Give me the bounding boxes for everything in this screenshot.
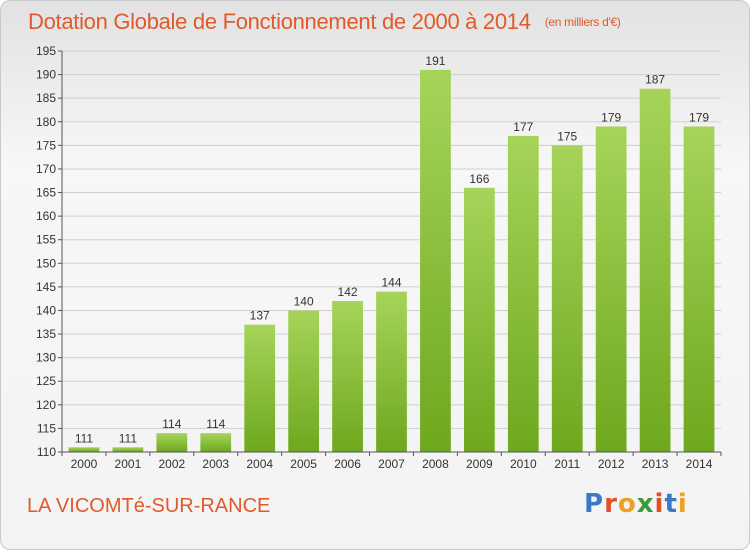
bar-value-label: 137 bbox=[250, 309, 270, 323]
logo-letter: i bbox=[677, 489, 688, 519]
bar-2004 bbox=[244, 324, 276, 452]
bar-value-label: 175 bbox=[557, 129, 577, 143]
bar-value-label: 114 bbox=[162, 417, 181, 431]
y-tick-label: 140 bbox=[36, 303, 56, 317]
bar-2002 bbox=[156, 433, 188, 452]
y-tick-label: 145 bbox=[36, 280, 56, 294]
bar-value-label: 144 bbox=[381, 276, 401, 290]
bar-value-label: 142 bbox=[338, 285, 358, 299]
y-axis: 110 115 120 125 130 135 140 145 150 155 160 165 170 1… bbox=[36, 44, 63, 459]
y-tick-label: 135 bbox=[36, 327, 56, 341]
bar-value-label: 140 bbox=[294, 294, 314, 308]
x-axis: 2000 2001 2002 2003 2004 2005 2006 2007 2008 2009… bbox=[61, 451, 722, 471]
logo-letter: r bbox=[604, 489, 618, 519]
x-tick-label: 2002 bbox=[158, 457, 185, 471]
x-tick-label: 2001 bbox=[115, 457, 142, 471]
logo-letter: i bbox=[654, 489, 665, 519]
y-tick-label: 160 bbox=[36, 209, 56, 223]
y-tick-label: 150 bbox=[36, 256, 56, 270]
proxiti-logo: Proxiti bbox=[584, 489, 688, 519]
logo-letter: x bbox=[636, 489, 655, 519]
bar-value-label: 166 bbox=[469, 172, 489, 186]
y-tick-label: 115 bbox=[37, 421, 56, 435]
y-tick-label: 165 bbox=[36, 186, 56, 200]
commune-name: LA VICOMTé-SUR-RANCE bbox=[27, 495, 271, 517]
y-tick-label: 155 bbox=[36, 233, 56, 247]
bar-2013 bbox=[639, 88, 671, 452]
chart-title-text: Dotation Globale de Fonctionnement de 20… bbox=[28, 9, 531, 34]
logo-letter: o bbox=[617, 489, 637, 519]
bar-2001 bbox=[112, 447, 144, 452]
bar-value-label: 111 bbox=[75, 431, 94, 445]
y-tick-label: 180 bbox=[36, 115, 56, 129]
logo-letter: t bbox=[664, 489, 678, 519]
y-tick-label: 110 bbox=[37, 445, 56, 459]
bar-value-label: 114 bbox=[206, 417, 225, 431]
bar-value-label: 187 bbox=[645, 73, 665, 87]
bar-2007 bbox=[376, 291, 407, 452]
y-tick-label: 170 bbox=[36, 162, 56, 176]
x-tick-label: 2011 bbox=[554, 457, 580, 471]
bars: 111 111 114 114 137 140 142 144 191 166 177 175 179 1… bbox=[68, 54, 715, 452]
bar-2000 bbox=[68, 447, 100, 452]
y-tick-label: 190 bbox=[36, 68, 56, 82]
x-tick-label: 2012 bbox=[598, 457, 625, 471]
y-tick-label: 185 bbox=[36, 91, 56, 105]
x-tick-label: 2014 bbox=[686, 457, 713, 471]
x-tick-label: 2000 bbox=[71, 457, 98, 471]
y-tick-label: 125 bbox=[36, 374, 56, 388]
bar-2003 bbox=[200, 433, 232, 452]
bar-2005 bbox=[288, 310, 320, 452]
chart-title: Dotation Globale de Fonctionnement de 20… bbox=[28, 9, 621, 35]
bar-value-label: 179 bbox=[689, 110, 709, 124]
x-tick-label: 2003 bbox=[202, 457, 229, 471]
bar-2010 bbox=[507, 135, 539, 452]
x-tick-label: 2009 bbox=[466, 457, 493, 471]
x-tick-label: 2013 bbox=[642, 457, 669, 471]
y-tick-label: 130 bbox=[36, 351, 56, 365]
x-tick-label: 2006 bbox=[334, 457, 361, 471]
y-tick-label: 195 bbox=[36, 44, 56, 58]
bar-2006 bbox=[332, 301, 363, 452]
x-tick-label: 2010 bbox=[510, 457, 537, 471]
bar-2012 bbox=[595, 126, 627, 452]
unit-note: (en milliers d'€) bbox=[544, 15, 621, 29]
bar-value-label: 111 bbox=[119, 431, 138, 445]
y-tick-label: 175 bbox=[36, 138, 56, 152]
bar-2014 bbox=[683, 126, 715, 452]
logo-letter: P bbox=[584, 489, 605, 519]
bar-2008 bbox=[420, 69, 451, 452]
bar-2009 bbox=[463, 187, 495, 452]
bar-value-label: 179 bbox=[601, 110, 621, 124]
bar-value-label: 191 bbox=[425, 54, 445, 68]
bar-2011 bbox=[551, 145, 583, 452]
x-tick-label: 2004 bbox=[246, 457, 273, 471]
y-tick-label: 120 bbox=[36, 398, 56, 412]
x-tick-label: 2005 bbox=[290, 457, 317, 471]
x-tick-label: 2007 bbox=[378, 457, 405, 471]
x-tick-label: 2008 bbox=[422, 457, 449, 471]
bar-value-label: 177 bbox=[513, 120, 533, 134]
